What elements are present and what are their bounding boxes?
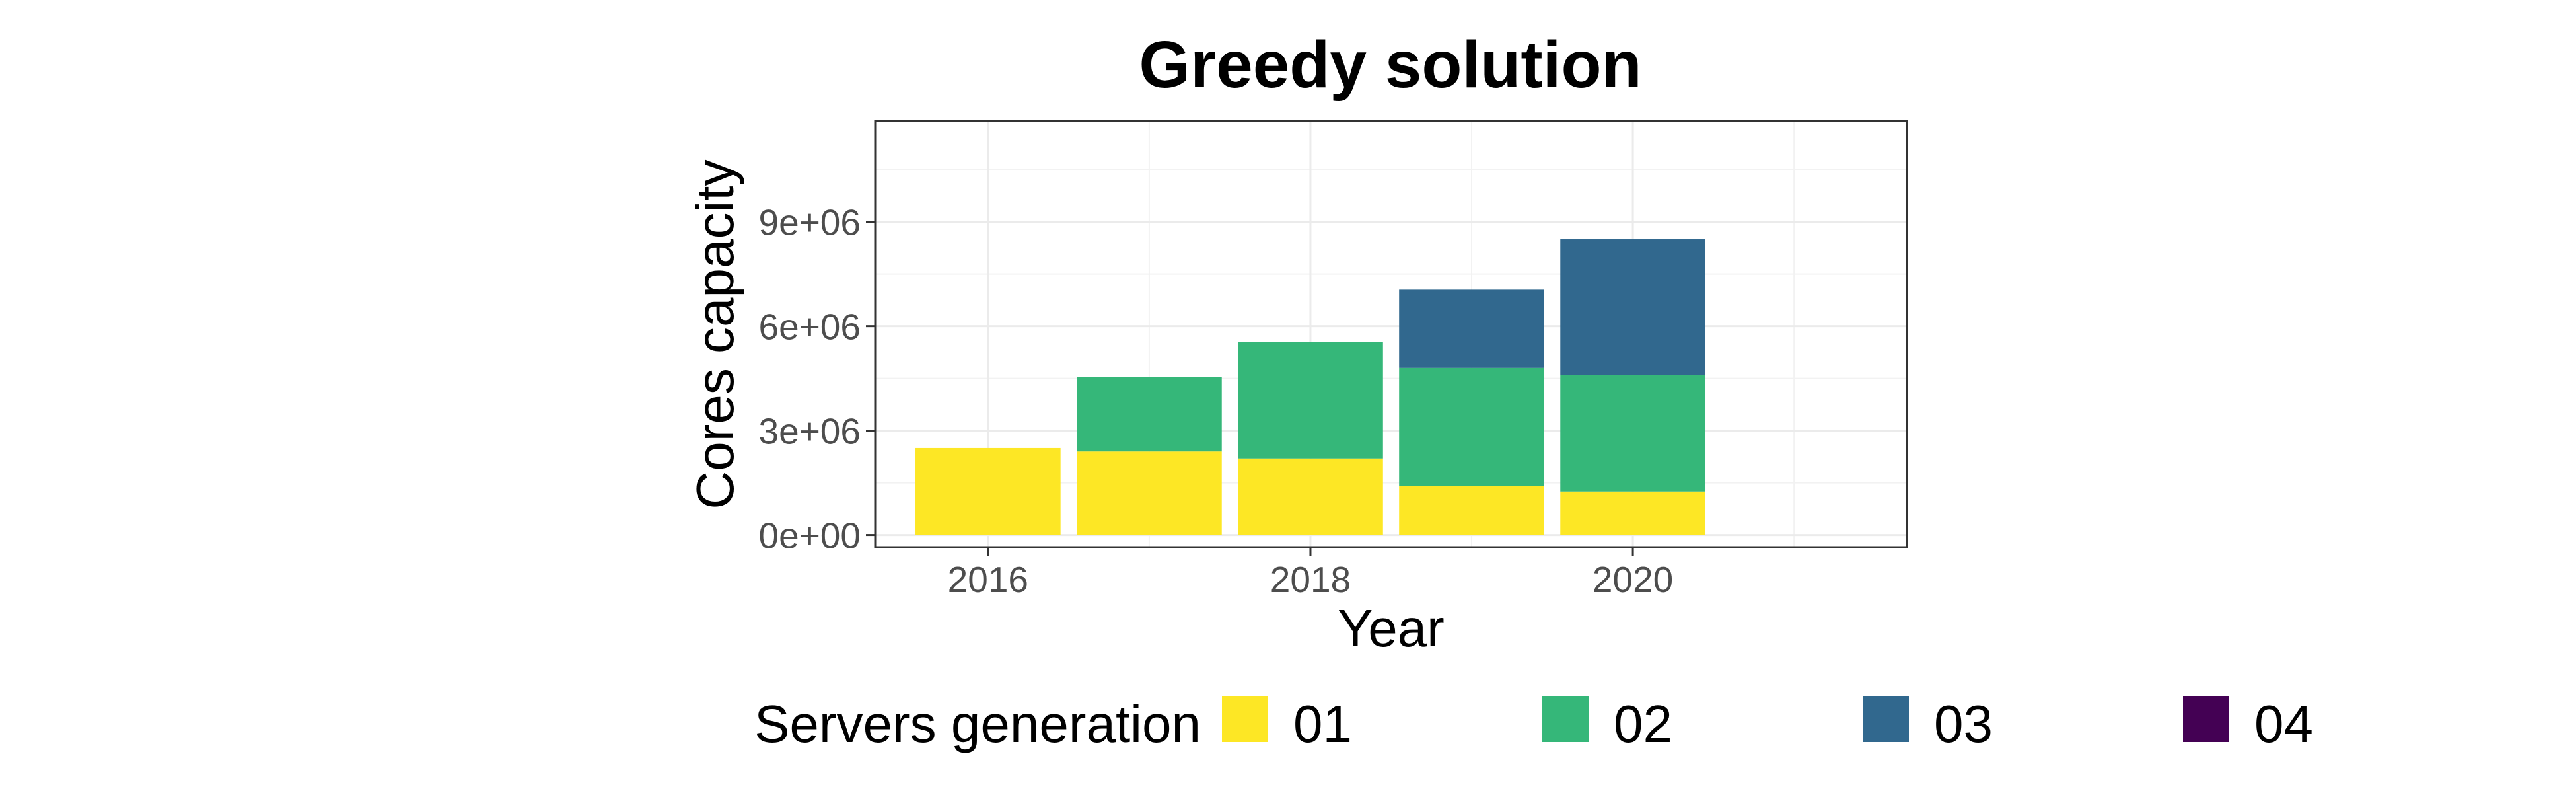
bar-segment-03-2019 bbox=[1399, 289, 1544, 368]
legend-key-01 bbox=[1222, 696, 1268, 742]
bar-segment-01-2017 bbox=[1077, 451, 1222, 535]
x-tick-label: 2018 bbox=[1270, 559, 1351, 600]
legend: Servers generation 01 02 03 04 bbox=[754, 695, 2313, 753]
y-axis: 0e+00 3e+06 6e+06 9e+06 bbox=[759, 202, 875, 556]
legend-label-03: 03 bbox=[1934, 695, 1993, 753]
bar-segment-01-2016 bbox=[915, 447, 1061, 535]
bar-segment-01-2018 bbox=[1238, 458, 1383, 535]
x-axis: 2016 2018 2020 bbox=[948, 547, 1673, 600]
bar-segment-02-2018 bbox=[1238, 342, 1383, 459]
bars bbox=[915, 239, 1705, 535]
legend-key-04 bbox=[2183, 696, 2229, 742]
legend-title: Servers generation bbox=[754, 695, 1201, 753]
plot-panel-border bbox=[874, 120, 1908, 548]
bar-segment-01-2020 bbox=[1560, 491, 1705, 535]
y-axis-title: Cores capacity bbox=[686, 159, 744, 509]
legend-label-02: 02 bbox=[1614, 695, 1672, 753]
legend-key-03 bbox=[1863, 696, 1909, 742]
y-tick-label: 0e+00 bbox=[759, 515, 861, 556]
legend-label-04: 04 bbox=[2254, 695, 2313, 753]
legend-key-02 bbox=[1542, 696, 1589, 742]
y-tick-label: 3e+06 bbox=[759, 411, 861, 452]
legend-label-01: 01 bbox=[1293, 695, 1352, 753]
bar-segment-02-2019 bbox=[1399, 367, 1544, 486]
x-tick-label: 2020 bbox=[1592, 559, 1673, 600]
y-tick-label: 9e+06 bbox=[759, 202, 861, 243]
x-tick-label: 2016 bbox=[948, 559, 1028, 600]
bar-segment-03-2020 bbox=[1560, 239, 1705, 375]
bar-segment-02-2017 bbox=[1077, 377, 1222, 452]
bar-segment-02-2020 bbox=[1560, 375, 1705, 492]
chart-title: Greedy solution bbox=[1139, 28, 1641, 102]
x-axis-title: Year bbox=[1338, 599, 1445, 658]
y-tick-label: 6e+06 bbox=[759, 307, 861, 348]
bar-segment-01-2019 bbox=[1399, 486, 1544, 535]
